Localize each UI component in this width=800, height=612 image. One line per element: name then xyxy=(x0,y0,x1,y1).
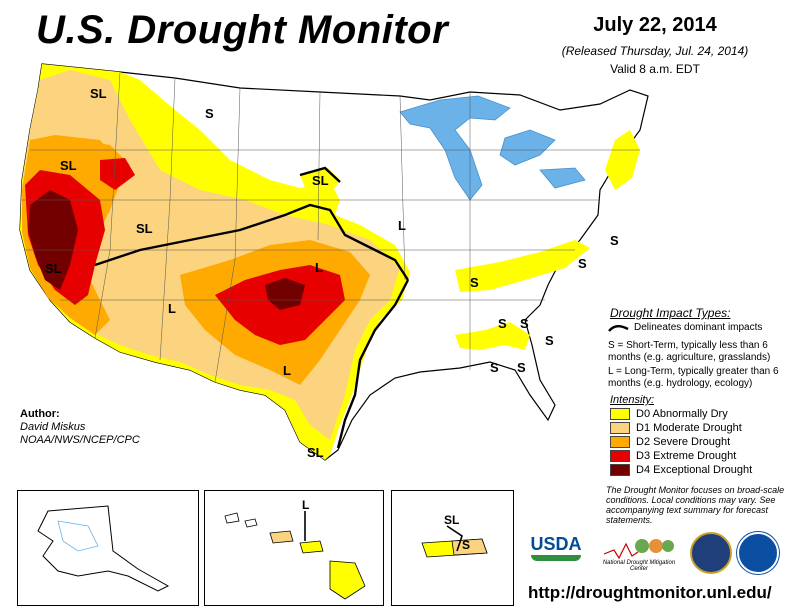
d3-nevada xyxy=(100,158,135,190)
label-l-texas: L xyxy=(283,363,291,378)
usda-wave xyxy=(531,555,581,561)
label-l-arizona: L xyxy=(168,301,176,316)
label-sl-utah: SL xyxy=(136,221,153,236)
label-s-florida: S xyxy=(517,360,526,375)
author-heading: Author: xyxy=(20,408,60,420)
label-sl-oregon: SL xyxy=(90,86,107,101)
ndmc-trees-icon xyxy=(604,539,674,560)
alaska-map xyxy=(37,505,170,592)
label-s-newengland: S xyxy=(610,233,619,248)
label-s-kentucky: S xyxy=(470,275,479,290)
puerto-rico-inset: SL S xyxy=(391,490,514,606)
label-s-pr: S xyxy=(462,538,470,552)
d3-swatch xyxy=(610,450,630,462)
label-sl-california: SL xyxy=(45,261,62,276)
legend-d4: D4 Exceptional Drought xyxy=(610,464,752,476)
disclaimer-note: The Drought Monitor focuses on broad-sca… xyxy=(606,485,785,525)
label-sl-texas: SL xyxy=(307,445,324,460)
commerce-seal-icon xyxy=(690,532,732,574)
map-title: U.S. Drought Monitor xyxy=(36,8,449,52)
legend-d1: D1 Moderate Drought xyxy=(610,422,742,434)
impact-delineates-row: Delineates dominant impacts xyxy=(608,322,798,334)
label-l-hawaii: L xyxy=(302,498,309,512)
hawaii-map: L xyxy=(224,498,366,600)
website-url[interactable]: http://droughtmonitor.unl.edu/ xyxy=(528,583,772,602)
label-s-montana: S xyxy=(205,106,214,121)
alaska-inset xyxy=(17,490,199,606)
d4-plains xyxy=(265,278,305,310)
author-name: David Miskus xyxy=(20,421,86,433)
d4-label: D4 Exceptional Drought xyxy=(636,464,753,476)
state-boundaries xyxy=(22,71,640,383)
hawaii-inset: L xyxy=(204,490,384,606)
usda-text: USDA xyxy=(530,534,582,554)
valid-time: Valid 8 a.m. EDT xyxy=(610,62,700,76)
label-s-carolina2: S xyxy=(520,316,529,331)
d0-newengland xyxy=(605,130,640,190)
d0-carolinas xyxy=(455,322,530,350)
author-block: Author: David Miskus NOAA/NWS/NCEP/CPC xyxy=(20,408,140,447)
delineation-line-icon xyxy=(608,325,629,332)
noaa-logo-icon xyxy=(737,532,779,574)
d3-label: D3 Extreme Drought xyxy=(636,450,737,462)
label-l-kansas: L xyxy=(315,260,323,275)
impact-long-term: L = Long-Term, typically greater than 6 … xyxy=(608,366,779,389)
label-s-georgia: S xyxy=(490,360,499,375)
ndmc-text: National Drought Mitigation Center xyxy=(602,560,676,572)
d0-swatch xyxy=(610,408,630,420)
legend-d2: D2 Severe Drought xyxy=(610,436,730,448)
impact-short-term: S = Short-Term, typically less than 6 mo… xyxy=(608,340,771,363)
impact-delineation xyxy=(94,166,410,449)
d0-label: D0 Abnormally Dry xyxy=(636,408,728,420)
d0-nebraska xyxy=(300,168,340,200)
release-date: (Released Thursday, Jul. 24, 2014) xyxy=(561,44,749,58)
legend-d0: D0 Abnormally Dry xyxy=(610,408,728,420)
d4-swatch xyxy=(610,464,630,476)
puerto-rico-map: SL S xyxy=(421,513,488,558)
d0-southeast xyxy=(455,240,590,292)
d1-label: D1 Moderate Drought xyxy=(636,422,742,434)
label-sl-pr: SL xyxy=(444,513,459,527)
map-date: July 22, 2014 xyxy=(593,14,717,36)
d1-swatch xyxy=(610,422,630,434)
impact-delineates-label: Delineates dominant impacts xyxy=(634,322,763,333)
d2-swatch xyxy=(610,436,630,448)
impact-labels: SL S SL SL L SL SL L S L S S S S S L SL … xyxy=(45,86,619,460)
label-sl-nevada: SL xyxy=(60,158,77,173)
author-org: NOAA/NWS/NCEP/CPC xyxy=(20,434,140,446)
legend-d3: D3 Extreme Drought xyxy=(610,450,736,462)
label-s-carolina1: S xyxy=(498,316,507,331)
intensity-title: Intensity: xyxy=(610,394,655,406)
label-s-carolina3: S xyxy=(545,333,554,348)
ndmc-logo: National Drought Mitigation Center xyxy=(594,528,684,572)
label-sl-nebraska: SL xyxy=(312,173,329,188)
d2-label: D2 Severe Drought xyxy=(636,436,731,448)
impact-types-title: Drought Impact Types: xyxy=(610,306,731,320)
label-s-virginia: S xyxy=(578,256,587,271)
d4-california xyxy=(28,190,78,290)
label-l-iowa: L xyxy=(398,218,406,233)
usda-logo: USDA xyxy=(528,534,584,568)
